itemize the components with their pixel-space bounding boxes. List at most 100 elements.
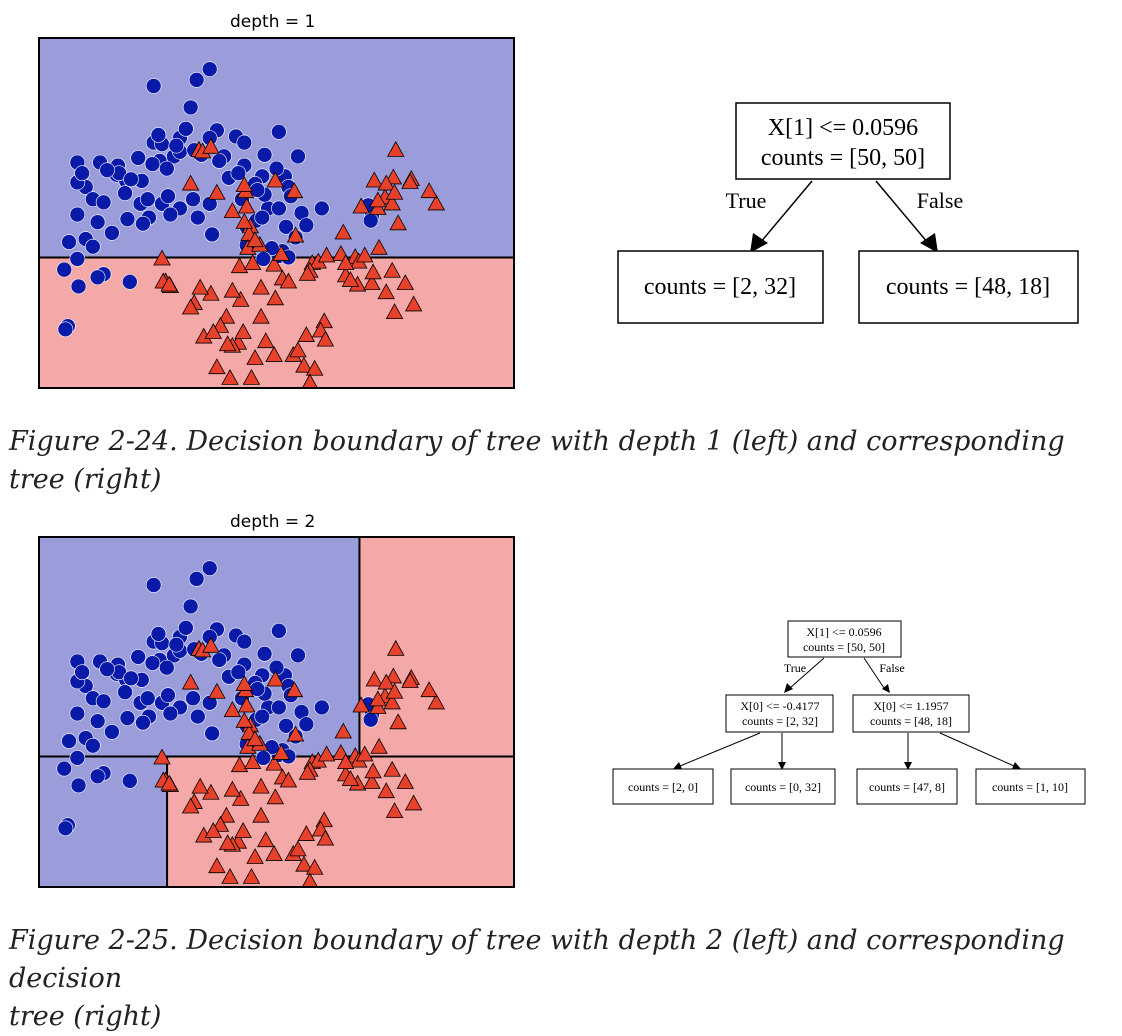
figure-caption-2-25: Figure 2-25. Decision boundary of tree w… — [9, 922, 1109, 1036]
data-point-circle — [74, 165, 90, 182]
data-point-triangle — [295, 356, 313, 373]
tree-root-split: X[1] <= 0.0596 — [768, 115, 918, 141]
data-point-triangle — [383, 693, 401, 710]
data-point-triangle — [221, 368, 239, 385]
data-point-circle — [162, 206, 179, 223]
data-point-triangle — [252, 278, 270, 295]
data-point-circle — [144, 156, 161, 172]
data-point-triangle — [369, 690, 387, 707]
data-point-triangle — [289, 840, 307, 857]
data-point-triangle — [401, 672, 419, 688]
data-point-circle — [74, 664, 90, 681]
data-point-triangle — [377, 782, 395, 799]
data-point-circle — [145, 78, 162, 94]
data-point-circle — [122, 773, 138, 789]
data-point-triangle — [223, 701, 242, 717]
data-point-circle — [189, 209, 206, 226]
data-point-circle — [104, 225, 120, 241]
tree-edge-true-label: True — [726, 188, 767, 213]
data-point-triangle — [401, 173, 419, 189]
data-point-triangle — [160, 774, 178, 791]
data-point-triangle — [218, 834, 237, 851]
decision-tree-depth-1: X[1] <= 0.0596 counts = [50, 50] True Fa… — [617, 102, 1079, 324]
tree-leaf-4: counts = [1, 10] — [975, 768, 1086, 805]
region-circle-class — [38, 37, 515, 258]
data-point-triangle — [396, 274, 415, 290]
data-point-triangle — [257, 332, 275, 349]
data-point-triangle — [336, 753, 355, 770]
data-point-circle — [160, 188, 176, 204]
data-point-triangle — [363, 274, 381, 290]
data-point-triangle — [235, 212, 254, 229]
tree-root-node: X[1] <= 0.0596 counts = [50, 50] — [787, 620, 902, 658]
data-point-triangle — [242, 867, 261, 884]
data-point-triangle — [316, 829, 335, 846]
data-point-circle — [362, 212, 379, 229]
data-point-triangle — [230, 756, 249, 773]
data-point-triangle — [383, 194, 401, 211]
data-point-triangle — [246, 349, 264, 365]
plot-title-depth-1: depth = 1 — [230, 12, 316, 32]
tree-root-counts: counts = [50, 50] — [803, 640, 885, 654]
data-point-circle — [95, 693, 112, 710]
data-point-triangle — [181, 174, 200, 191]
data-point-triangle — [181, 298, 200, 315]
data-point-circle — [254, 708, 270, 725]
data-point-triangle — [272, 743, 291, 760]
plot-title-depth-2: depth = 2 — [230, 512, 316, 532]
data-point-triangle — [386, 639, 405, 656]
data-point-triangle — [265, 754, 283, 771]
data-point-triangle — [204, 822, 223, 838]
data-point-circle — [290, 647, 306, 664]
data-point-circle — [56, 261, 73, 278]
plot-frame — [38, 37, 515, 389]
data-point-triangle — [377, 283, 395, 300]
tree-leaf-counts: counts = [48, 18] — [886, 274, 1050, 300]
data-point-triangle — [266, 171, 285, 188]
data-point-circle — [119, 710, 136, 726]
tree-leaf-2: counts = [0, 32] — [730, 768, 836, 805]
data-point-triangle — [297, 825, 316, 841]
data-point-circle — [150, 626, 167, 642]
data-point-circle — [271, 124, 287, 140]
data-point-triangle — [252, 777, 270, 794]
data-point-circle — [123, 670, 139, 687]
data-point-triangle — [223, 202, 242, 218]
tree-edge-false: False — [875, 180, 963, 253]
scatter-plot-depth-2 — [38, 536, 515, 888]
data-point-circle — [150, 127, 167, 143]
data-point-triangle — [352, 197, 370, 214]
data-point-triangle — [237, 696, 256, 713]
data-point-circle — [290, 148, 306, 165]
tree-edge-true: True — [726, 180, 813, 253]
data-point-circle — [185, 690, 201, 707]
region-triangle-class — [38, 257, 515, 389]
data-point-circle — [298, 217, 315, 234]
data-point-triangle — [202, 636, 220, 653]
data-point-triangle — [234, 822, 252, 838]
tree-root-split: X[1] <= 0.0596 — [806, 625, 881, 639]
data-point-triangle — [266, 289, 285, 306]
data-point-circle — [201, 196, 218, 212]
data-point-circle — [185, 191, 201, 208]
data-point-triangle — [389, 214, 407, 231]
data-point-triangle — [191, 777, 209, 794]
data-point-triangle — [279, 771, 298, 788]
data-point-circle — [188, 72, 205, 88]
data-point-circle — [236, 134, 253, 151]
data-point-triangle — [257, 831, 275, 848]
data-point-circle — [362, 711, 379, 728]
data-point-circle — [211, 652, 228, 668]
data-point-triangle — [334, 722, 353, 739]
tree-leaf-counts: counts = [1, 10] — [992, 780, 1068, 794]
data-point-triangle — [370, 238, 388, 255]
data-point-triangle — [385, 303, 404, 319]
data-point-triangle — [208, 857, 226, 874]
data-point-circle — [144, 655, 161, 671]
data-point-triangle — [363, 773, 381, 789]
data-point-circle — [95, 194, 112, 211]
tree-internal-node-right: X[0] <= 1.1957 counts = [48, 18] — [852, 694, 970, 733]
data-point-triangle — [235, 176, 254, 192]
data-point-circle — [70, 278, 87, 295]
region-triangle-class — [359, 536, 515, 757]
